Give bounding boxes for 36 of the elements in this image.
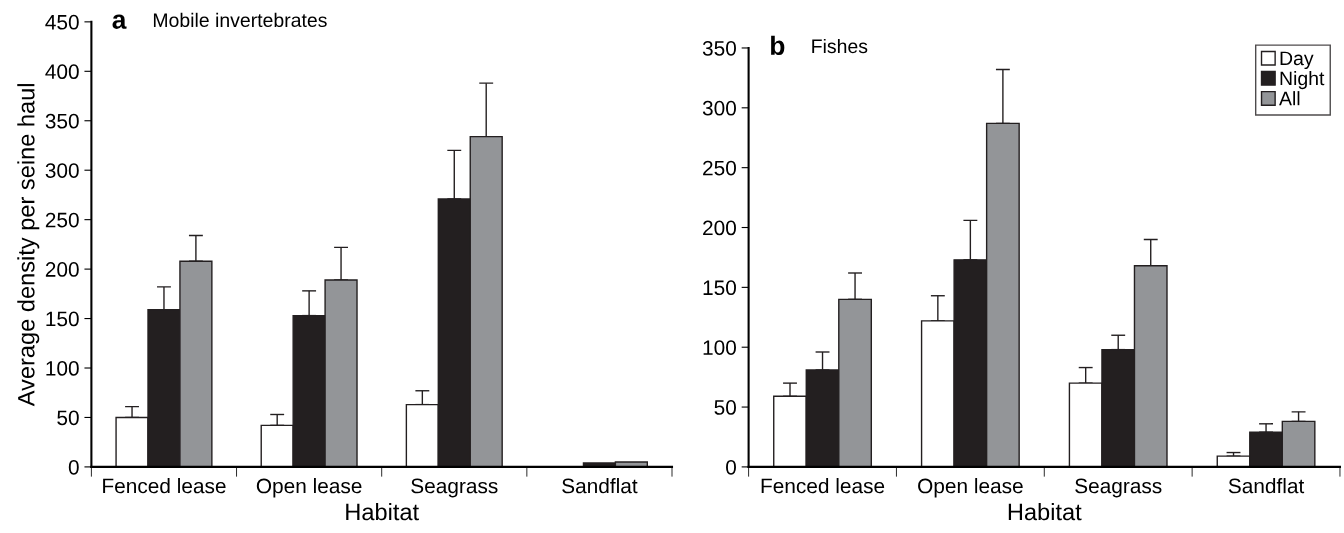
legend-label: All [1279,91,1300,106]
y-tick-label: 150 [46,311,79,327]
y-tick-label: 50 [57,410,79,426]
y-tick-label: 300 [45,163,79,178]
chart-subtitle: Mobile invertebrates [153,12,327,28]
x-tick-label: Open lease [918,478,1023,498]
legend-label: Day [1280,51,1314,70]
y-tick-label: 100 [703,340,736,355]
y-tick-label: 400 [45,64,79,80]
y-tick-label: 0 [726,459,736,475]
x-tick-label: Open lease [256,478,362,498]
x-tick-label: Seagrass [411,478,498,498]
x-tick-label: Seagrass [1075,478,1162,498]
x-tick-label: Fenced lease [761,478,885,494]
x-tick-label: Fenced lease [103,478,226,494]
y-tick-label: 0 [68,459,79,475]
y-tick-label: 300 [702,100,736,116]
y-tick-label: 200 [45,262,79,277]
y-tick-label: 250 [45,212,79,228]
y-tick-label: 150 [703,280,736,296]
x-tick-label: Sandflat [1228,478,1305,494]
chart-title: a [112,14,127,29]
y-tick-label: 200 [703,220,736,236]
y-tick-label: 350 [45,113,79,129]
chart-subtitle: Fishes [812,38,868,54]
chart-title: b [771,35,785,56]
y-tick-label: 450 [45,14,79,30]
y-axis-title: Average density per seine haul [17,84,40,407]
x-axis-title: Habitat [346,503,419,521]
y-tick-label: 250 [703,160,736,176]
legend-label: Night [1280,71,1325,90]
x-axis-title: Habitat [1008,503,1082,521]
y-tick-label: 50 [714,400,736,415]
y-tick-label: 100 [46,361,79,376]
y-tick-label: 350 [702,40,736,56]
x-tick-label: Sandflat [562,478,638,494]
